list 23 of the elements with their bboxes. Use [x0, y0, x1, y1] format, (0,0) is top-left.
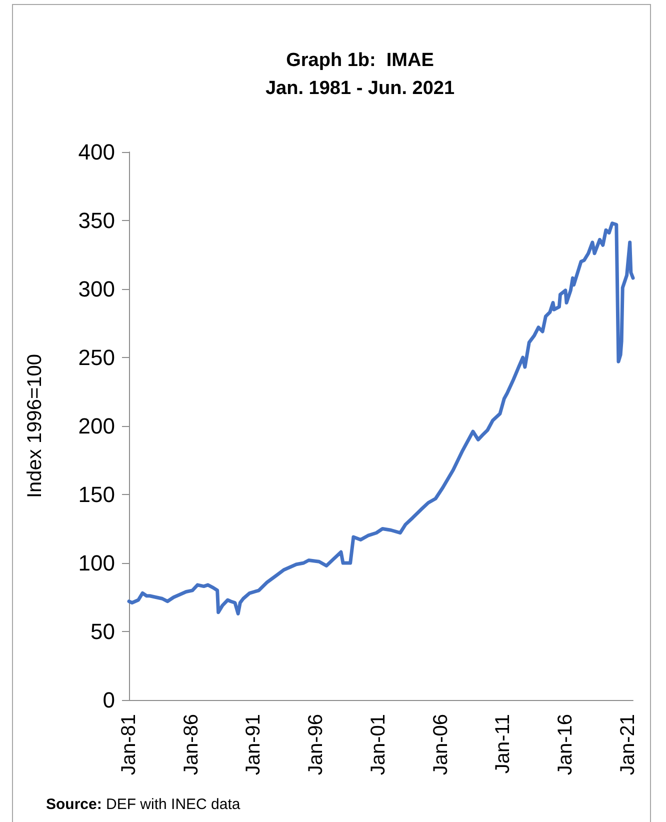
y-tick-label: 50 — [90, 619, 115, 644]
x-tick-label: Jan-11 — [492, 714, 514, 774]
y-tick-label: 150 — [78, 482, 115, 507]
y-tick-label: 250 — [78, 345, 115, 370]
x-tick-label: Jan-96 — [305, 714, 328, 776]
y-tick-label: 200 — [78, 414, 115, 438]
y-tick-label: 100 — [78, 550, 115, 576]
chart-title: Graph 1b: IMAE — [286, 50, 434, 71]
y-tick-label: 350 — [78, 208, 115, 233]
x-tick-label: Jan-01 — [367, 714, 390, 776]
y-axis-title: Index 1996=100 — [24, 354, 46, 498]
x-tick-label: Jan-91 — [242, 714, 265, 776]
x-tick-label: Jan-16 — [554, 714, 576, 776]
x-tick-label: Jan-81 — [118, 714, 140, 776]
y-tick-label: 300 — [78, 276, 115, 302]
x-tick-label: Jan-06 — [430, 714, 452, 776]
y-tick-label: 400 — [78, 140, 115, 164]
chart-subtitle: Jan. 1981 - Jun. 2021 — [265, 78, 455, 99]
source-note: Source: DEF with INEC data — [46, 796, 241, 813]
x-tick-label: Jan-21 — [616, 714, 639, 776]
line-series — [127, 221, 635, 616]
x-tick-label: Jan-86 — [180, 714, 202, 776]
y-tick-label: 0 — [102, 688, 115, 712]
